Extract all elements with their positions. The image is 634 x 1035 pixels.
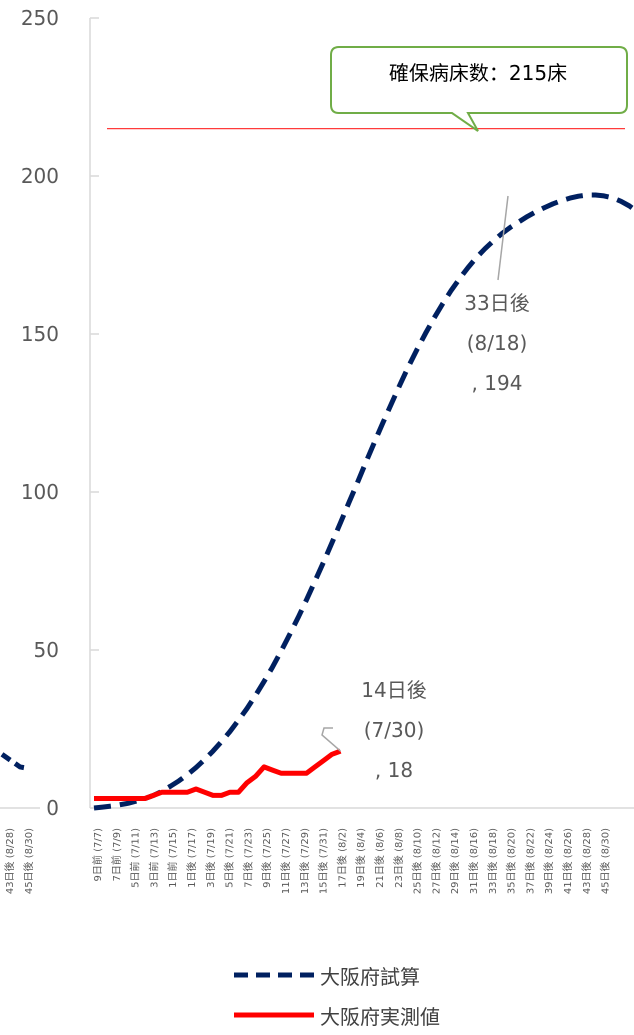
- x-tick-label: 45日後 (8/30): [599, 828, 612, 894]
- y-tick-label: 0: [46, 796, 59, 820]
- x-tick-label: 25日後 (8/10): [411, 828, 424, 894]
- y-tick-label: 200: [21, 164, 59, 188]
- legend-swatch-dashed: [232, 969, 316, 981]
- series-layer: [93, 192, 634, 811]
- x-tick-label: 11日後 (7/27): [279, 828, 292, 894]
- legend-swatch-solid: [232, 1009, 316, 1021]
- left-chart-fragment: 43日後 (8/28) 45日後 (8/30): [0, 752, 35, 894]
- annotation-leader: [321, 727, 341, 752]
- y-axis-ticks: 0 50 100 150 200 250: [21, 6, 99, 820]
- left-fragment-tick-label: 45日後 (8/30): [22, 828, 35, 894]
- x-tick-label: 21日後 (8/6): [373, 828, 386, 888]
- annotation-text: (8/18): [467, 331, 528, 355]
- x-tick-label: 43日後 (8/28): [580, 828, 593, 894]
- callout-text: 確保病床数：215床: [389, 61, 567, 85]
- x-tick-label: 5日後 (7/21): [223, 828, 236, 888]
- x-tick-label: 9日後 (7/25): [260, 828, 273, 888]
- x-tick-label: 7日後 (7/23): [241, 828, 254, 888]
- legend-label: 大阪府試算: [320, 964, 420, 989]
- callout: 確保病床数：215床: [330, 46, 628, 132]
- chart: 0 50 100 150 200 250 9日前 (7/7) 7日前 (7/9) 5日前 (7…: [0, 6, 634, 894]
- x-tick-label: 37日後 (8/22): [523, 828, 536, 894]
- x-tick-label: 29日後 (8/14): [448, 828, 461, 894]
- left-fragment-series: [0, 752, 30, 771]
- left-fragment-tick-label: 43日後 (8/28): [3, 828, 16, 894]
- x-tick-label: 31日後 (8/16): [467, 828, 480, 894]
- series-line-1: [94, 748, 342, 801]
- x-tick-label: 9日前 (7/7): [91, 828, 104, 882]
- x-tick-label: 39日後 (8/24): [542, 828, 555, 894]
- x-tick-label: 19日後 (8/4): [354, 828, 367, 888]
- x-tick-label: 7日前 (7/9): [110, 828, 123, 882]
- x-tick-label: 5日前 (7/11): [129, 828, 142, 888]
- series-line-0: [93, 192, 634, 811]
- y-tick-label: 100: [21, 480, 59, 504]
- x-tick-label: 1日前 (7/15): [166, 828, 179, 888]
- x-tick-label: 3日後 (7/19): [204, 828, 217, 888]
- x-tick-label: 1日後 (7/17): [185, 828, 198, 888]
- x-tick-label: 41日後 (8/26): [561, 828, 574, 894]
- x-tick-label: 27日後 (8/12): [429, 828, 442, 894]
- legend-item: 大阪府試算: [232, 955, 572, 995]
- x-axis-ticks: 9日前 (7/7) 7日前 (7/9) 5日前 (7/11) 3日前 (7/13) 1日…: [91, 828, 612, 894]
- x-tick-label: 23日後 (8/8): [392, 828, 405, 888]
- x-tick-label: 17日後 (8/2): [335, 828, 348, 888]
- x-tick-label: 35日後 (8/20): [505, 828, 518, 894]
- y-tick-label: 250: [21, 6, 59, 30]
- legend: 大阪府試算 大阪府実測値: [232, 955, 572, 1035]
- annotation-text: (7/30): [364, 718, 425, 742]
- annotation-text: , 194: [472, 371, 523, 395]
- x-tick-label: 33日後 (8/18): [486, 828, 499, 894]
- x-tick-label: 3日前 (7/13): [147, 828, 160, 888]
- x-tick-label: 13日後 (7/29): [298, 828, 311, 894]
- callout-box: [330, 46, 628, 132]
- annotation-text: , 18: [375, 758, 413, 782]
- y-tick-label: 50: [34, 638, 59, 662]
- annotation-text: 14日後: [361, 678, 426, 702]
- annotation-layer: 33日後 (8/18) , 194 14日後 (7/30) , 18: [321, 195, 530, 782]
- annotation-text: 33日後: [464, 291, 529, 315]
- annotation-leader: [497, 195, 509, 281]
- legend-label: 大阪府実測値: [320, 1004, 440, 1029]
- x-tick-label: 15日後 (7/31): [317, 828, 330, 894]
- legend-item: 大阪府実測値: [232, 995, 572, 1035]
- y-tick-label: 150: [21, 322, 59, 346]
